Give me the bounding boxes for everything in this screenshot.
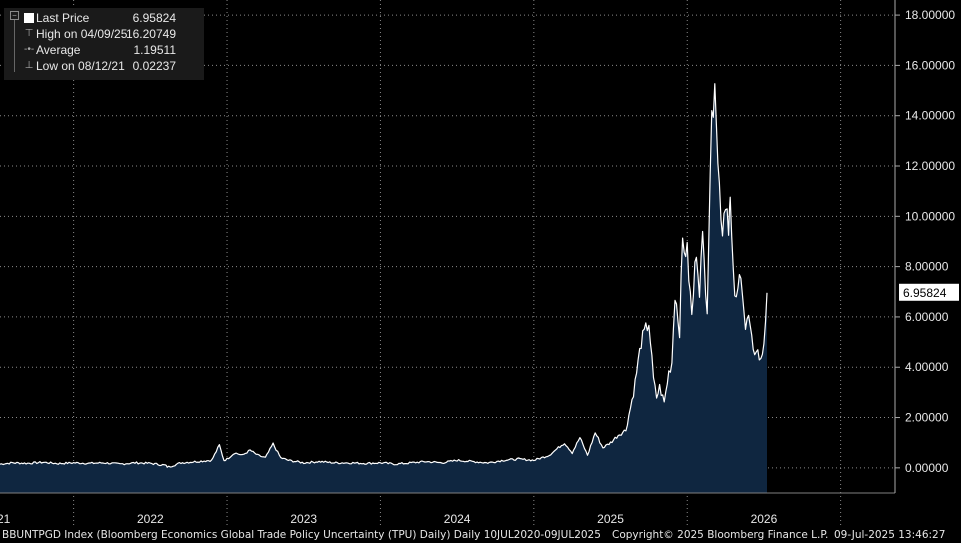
x-tick-label: 2024 (444, 512, 471, 526)
y-tick-label: 8.00000 (905, 260, 949, 274)
average-marker-icon: -•- (24, 44, 35, 55)
y-tick-label: 14.00000 (905, 109, 955, 123)
legend-average-value: 1.19511 (133, 43, 177, 57)
low-marker-icon: ⊥ (24, 60, 34, 71)
legend-average-label: Average (36, 43, 81, 57)
last-value-label: 6.95824 (903, 286, 947, 300)
legend-last-price-value: 6.95824 (132, 11, 176, 25)
legend-panel: − Last Price 6.95824 ⊤ High on 04/09/25 … (4, 8, 204, 80)
legend-tree-line (14, 20, 15, 72)
high-marker-icon: ⊤ (24, 28, 34, 39)
x-tick-label: 2021 (0, 512, 11, 526)
x-axis-ticks: 2021 2022 2023 2024 2025 2026 (0, 512, 778, 526)
last-value-tag: 6.95824 (899, 283, 959, 301)
legend-row-average: -•- Average 1.19511 (4, 42, 204, 58)
legend-row-last-price: Last Price 6.95824 (4, 10, 204, 26)
x-tick-label: 2023 (290, 512, 317, 526)
y-tick-label: 18.00000 (905, 8, 955, 22)
series-line (0, 83, 768, 468)
y-tick-label: 12.00000 (905, 159, 955, 173)
footer-timestamp: 09-Jul-2025 13:46:27 (834, 529, 946, 541)
footer-ticker-description: BBUNTPGD Index (Bloomberg Economics Glob… (2, 529, 601, 541)
y-tick-label: 0.00000 (905, 461, 949, 475)
y-tick-label: 4.00000 (905, 360, 949, 374)
series-area-fill (0, 83, 767, 493)
legend-row-low: ⊥ Low on 08/12/21 0.02237 (4, 58, 204, 74)
y-tick-label: 6.00000 (905, 310, 949, 324)
y-tick-label: 10.00000 (905, 209, 955, 223)
y-tick-label: 16.00000 (905, 58, 955, 72)
y-tick-label: 2.00000 (905, 411, 949, 425)
legend-low-label: Low on 08/12/21 (36, 59, 125, 73)
x-tick-label: 2022 (137, 512, 164, 526)
legend-high-value: 16.20749 (125, 27, 176, 41)
legend-high-label: High on 04/09/25 (36, 27, 128, 41)
legend-last-price-label: Last Price (36, 11, 90, 25)
legend-row-high: ⊤ High on 04/09/25 16.20749 (4, 26, 204, 42)
footer-copyright: Copyright© 2025 Bloomberg Finance L.P. (612, 529, 829, 541)
legend-low-value: 0.02237 (132, 59, 176, 73)
x-tick-label: 2025 (597, 512, 624, 526)
legend-collapse-icon[interactable]: − (10, 11, 19, 20)
y-axis-ticks: 0.00000 2.00000 4.00000 6.00000 8.00000 10.00… (895, 8, 955, 475)
x-tick-label: 2026 (751, 512, 778, 526)
white-square-icon (24, 13, 34, 23)
